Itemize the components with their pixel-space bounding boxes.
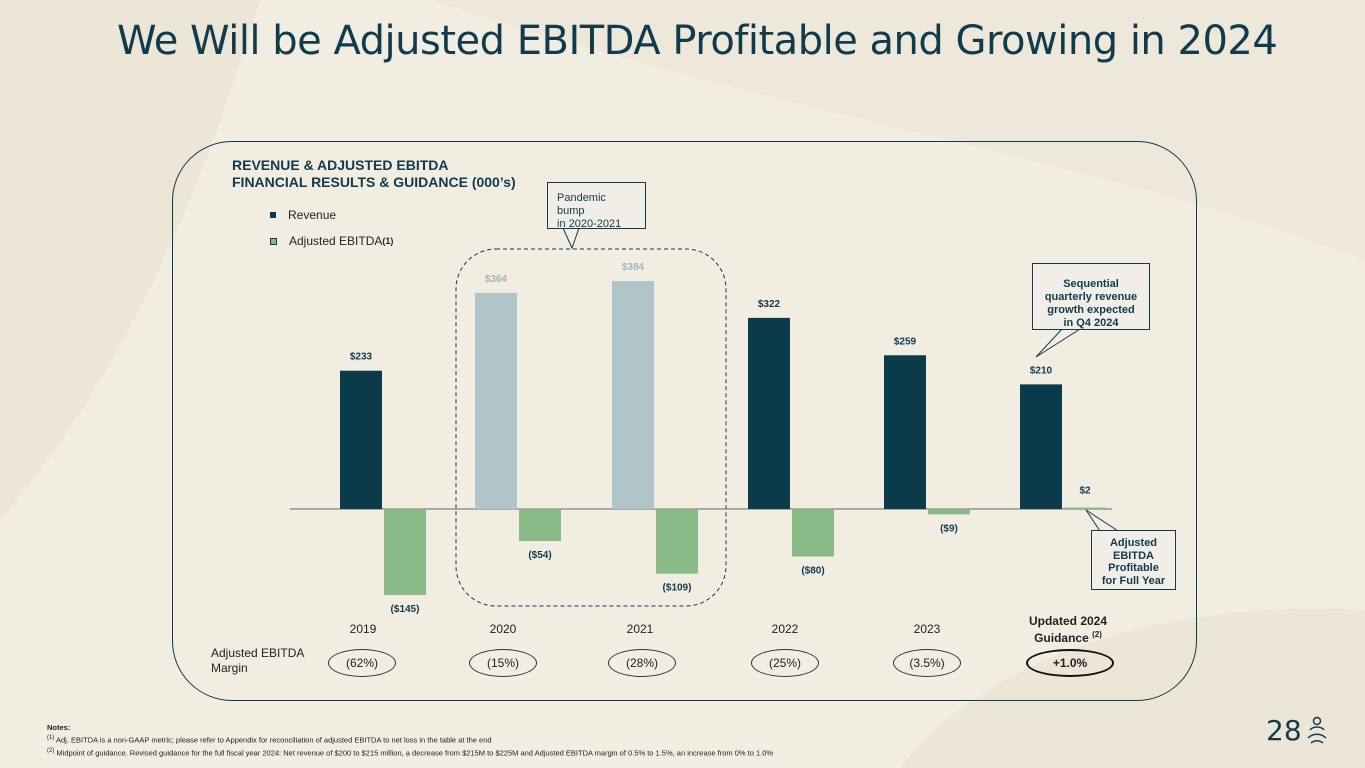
page-title: We Will be Adjusted EBITDA Profitable an… — [117, 18, 1278, 64]
ebitda-bar-1 — [519, 509, 561, 542]
revenue-label-0: $233 — [350, 352, 373, 363]
revenue-bar-5 — [1020, 384, 1062, 509]
year-2023: 2023 — [913, 622, 941, 636]
ebitda-bar-2 — [656, 509, 698, 574]
profitable-callout-pointer — [1085, 509, 1120, 532]
legend-revenue-swatch — [270, 212, 276, 218]
ebitda-bar-4 — [928, 509, 970, 515]
pandemic-highlight-box — [455, 248, 727, 607]
ebitda-label-1: ($54) — [528, 550, 551, 561]
margin-pill-2024: +1.0% — [1026, 649, 1114, 677]
ebitda-label-2: ($109) — [663, 583, 692, 594]
year-2022: 2022 — [771, 622, 799, 636]
profitable-callout: Adjusted EBITDA Profitable for Full Year — [1091, 530, 1176, 590]
chart-panel — [172, 141, 1197, 701]
footnote-2: (2) Midpoint of guidance. Revised guidan… — [47, 747, 774, 758]
pandemic-callout-pointer — [562, 227, 580, 250]
revenue-bar-4 — [884, 355, 926, 509]
ebitda-label-5: $2 — [1079, 486, 1091, 497]
ebitda-bar-0 — [384, 509, 426, 596]
ebitda-label-3: ($80) — [801, 565, 824, 576]
margin-pill-2019: (62%) — [328, 649, 396, 677]
footnote-1: (1) Adj. EBITDA is a non-GAAP metric; pl… — [47, 735, 492, 745]
margin-pill-2022: (25%) — [751, 649, 819, 677]
revenue-label-3: $322 — [758, 299, 781, 310]
sequential-growth-callout: Sequential quarterly revenue growth expe… — [1032, 263, 1150, 330]
chart-heading: REVENUE & ADJUSTED EBITDA FINANCIAL RESU… — [232, 157, 516, 190]
margin-pill-2020: (15%) — [469, 649, 537, 677]
revenue-bar-1 — [475, 292, 517, 509]
footnotes: Notes: (1) Adj. EBITDA is a non-GAAP met… — [47, 723, 774, 758]
pandemic-callout: Pandemic bump in 2020-2021 — [547, 182, 646, 230]
revenue-label-5: $210 — [1030, 365, 1053, 376]
margin-row-label: Adjusted EBITDA Margin — [211, 646, 305, 675]
ebitda-label-4: ($9) — [940, 523, 958, 534]
margin-pill-2021: (28%) — [608, 649, 676, 677]
ebitda-bar-3 — [792, 509, 834, 557]
year-2024-guidance: Updated 2024 Guidance (2) — [1028, 614, 1108, 645]
revenue-bar-0 — [340, 370, 382, 509]
ebitda-label-0: ($145) — [391, 604, 420, 615]
revenue-bar-3 — [748, 317, 790, 509]
revenue-label-4: $259 — [894, 336, 917, 347]
revenue-label-2: $384 — [622, 262, 645, 273]
ebitda-bar-5 — [1064, 507, 1106, 509]
page-number: 28 — [1266, 714, 1302, 747]
legend-ebitda-swatch — [270, 237, 277, 245]
year-2021: 2021 — [626, 622, 654, 636]
margin-pill-2023: (3.5%) — [893, 649, 961, 677]
year-2020: 2020 — [489, 622, 517, 636]
revenue-bar-2 — [612, 281, 654, 509]
revenue-label-1: $364 — [485, 274, 508, 285]
year-2019: 2019 — [349, 622, 377, 636]
legend-ebitda: Adjusted EBITDA (1) — [270, 234, 393, 248]
sequential-callout-pointer — [1035, 328, 1082, 358]
legend-revenue: Revenue — [270, 208, 336, 222]
